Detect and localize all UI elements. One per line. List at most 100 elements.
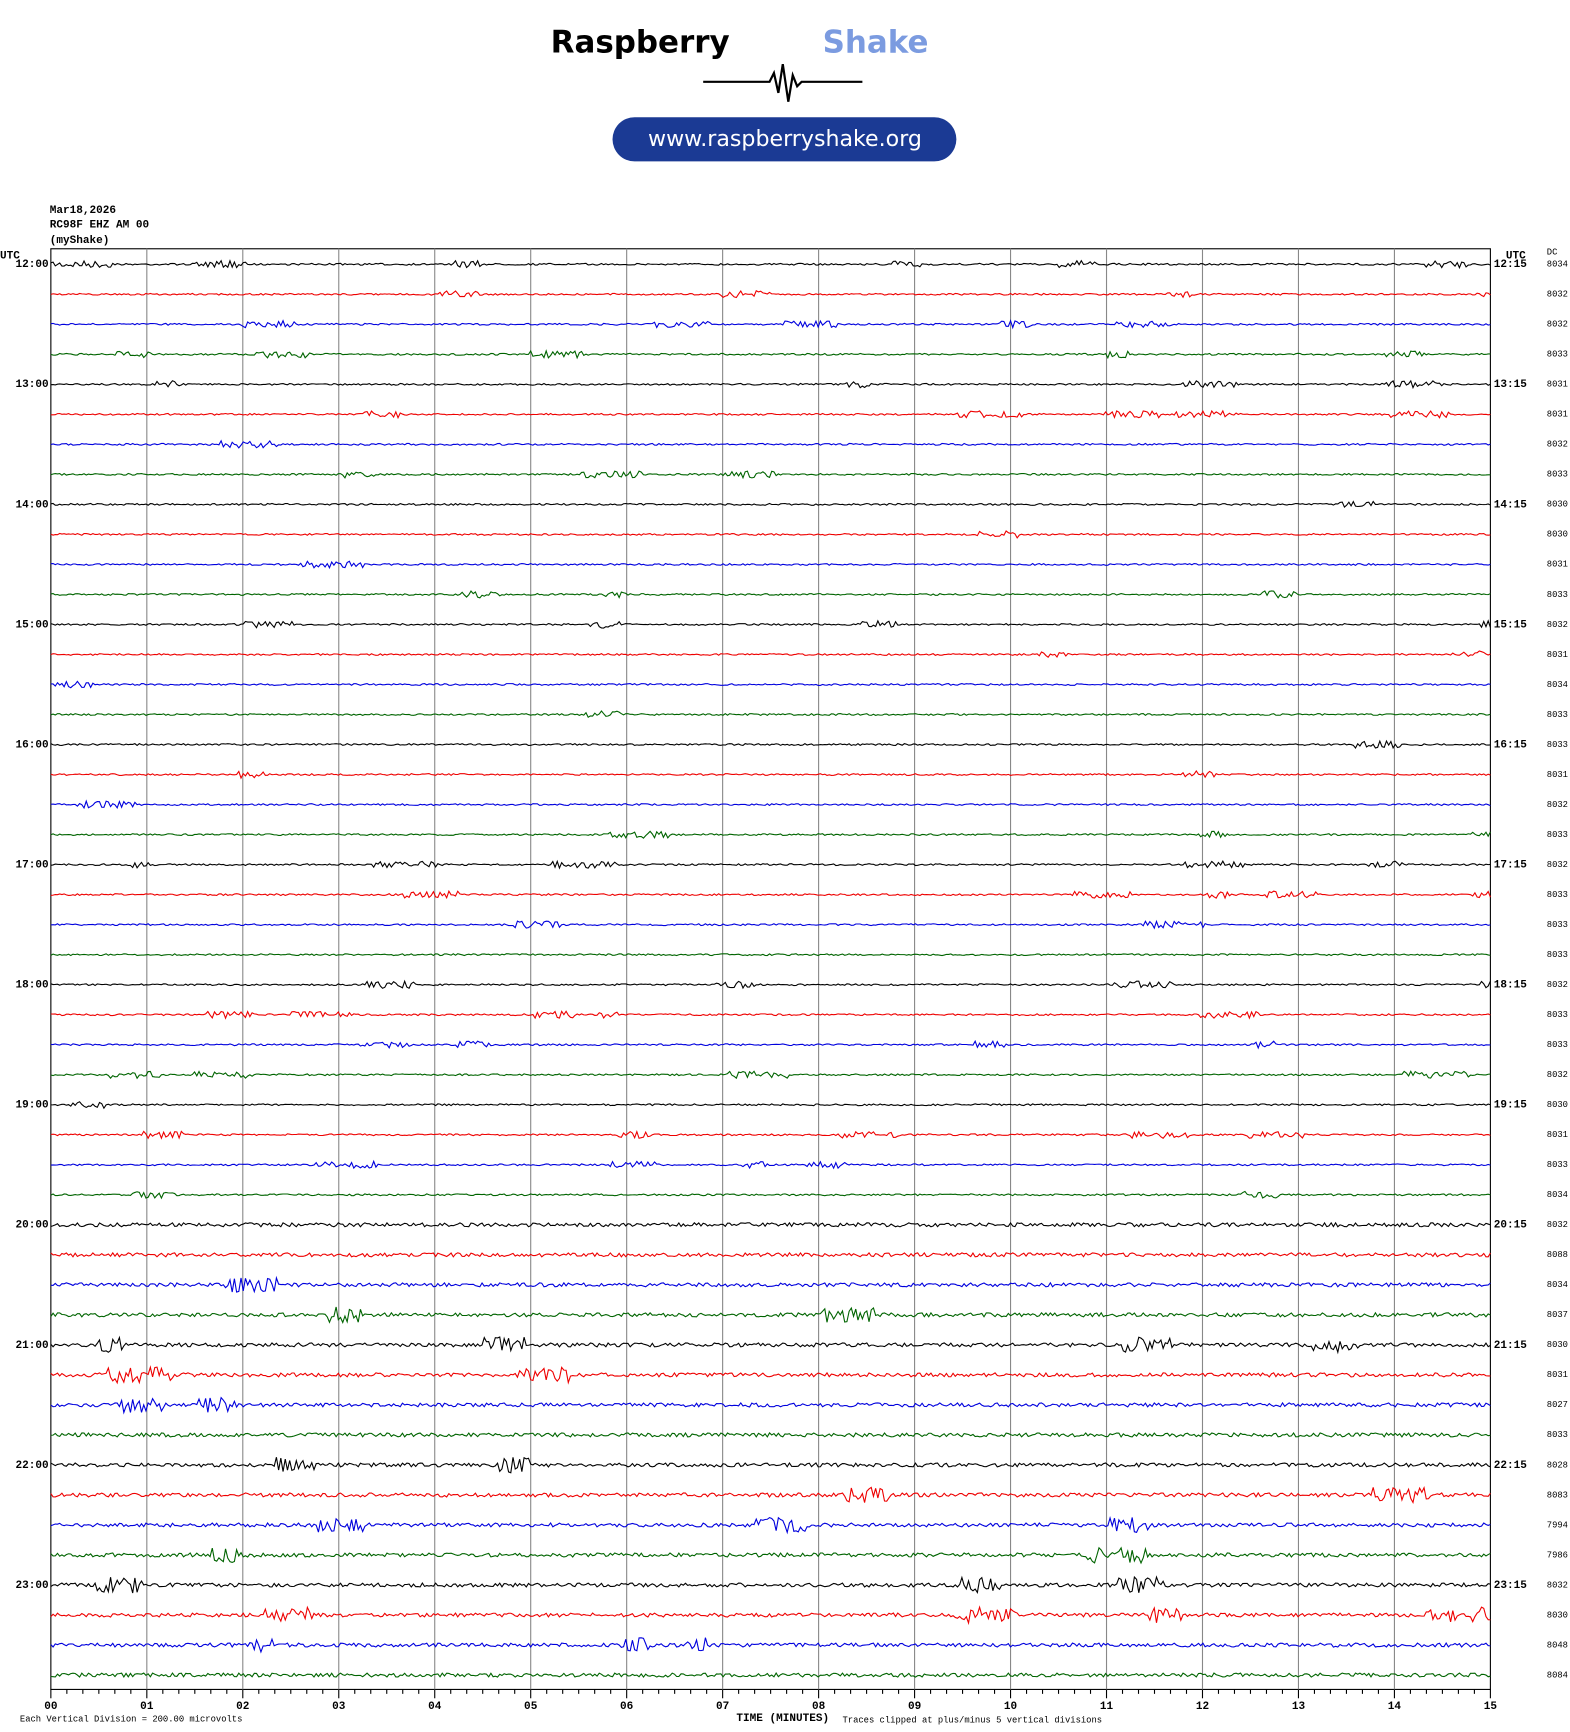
dc-value: 8033 (1547, 470, 1568, 480)
hour-label-right: 20:15 (1494, 1220, 1528, 1232)
dc-value: 8033 (1547, 920, 1568, 930)
trace (50, 1101, 1491, 1110)
trace (50, 470, 1491, 480)
trace (50, 979, 1491, 990)
dc-value: 8048 (1547, 1640, 1568, 1650)
x-label: 10 (1004, 1701, 1017, 1713)
trace (50, 1010, 1491, 1020)
hour-label-left: 23:00 (15, 1580, 48, 1592)
trace (50, 769, 1491, 780)
x-label: 01 (140, 1701, 154, 1713)
dc-value: 8027 (1547, 1400, 1568, 1410)
x-label: 05 (524, 1701, 538, 1713)
dc-value: 8031 (1547, 650, 1568, 660)
trace (50, 500, 1491, 508)
dc-value: 8033 (1547, 350, 1568, 360)
brand: Shake (823, 25, 929, 61)
trace (50, 1159, 1491, 1170)
trace (50, 1456, 1491, 1474)
dc-value: 8034 (1547, 680, 1568, 690)
hour-label-left: 21:00 (15, 1340, 48, 1352)
hour-label-left: 17:00 (15, 860, 48, 872)
trace (50, 379, 1491, 390)
trace (50, 1221, 1491, 1228)
dc-label: DC (1547, 247, 1558, 257)
trace (50, 1575, 1491, 1594)
dc-value: 8032 (1547, 440, 1568, 450)
dc-value: 8030 (1547, 500, 1568, 510)
trace (50, 560, 1491, 570)
dc-value: 8032 (1547, 290, 1568, 300)
hour-label-left: 20:00 (15, 1220, 48, 1232)
trace (50, 1190, 1491, 1200)
dc-value: 7994 (1547, 1520, 1568, 1530)
trace (50, 1431, 1491, 1438)
dc-value: 8084 (1547, 1670, 1568, 1680)
trace (50, 953, 1491, 957)
trace (50, 1486, 1491, 1505)
dc-value: 8032 (1547, 1070, 1568, 1080)
dc-value: 8031 (1547, 770, 1568, 780)
hour-label-left: 13:00 (15, 379, 48, 391)
dc-value: 8033 (1547, 950, 1568, 960)
dc-value: 8033 (1547, 710, 1568, 720)
trace (50, 1070, 1491, 1080)
x-label: 08 (812, 1701, 826, 1713)
trace (50, 889, 1491, 900)
dc-value: 8030 (1547, 530, 1568, 540)
dc-value: 8033 (1547, 590, 1568, 600)
trace (50, 1251, 1491, 1258)
logo-wave (703, 63, 863, 102)
x-label: 06 (620, 1701, 634, 1713)
dc-value: 8028 (1547, 1460, 1568, 1470)
hour-label-left: 12:00 (15, 259, 48, 271)
trace (50, 1129, 1491, 1140)
dc-value: 8033 (1547, 740, 1568, 750)
dc-value: 8033 (1547, 830, 1568, 840)
trace (50, 1637, 1491, 1654)
trace (50, 1275, 1491, 1294)
hour-label-left: 16:00 (15, 739, 48, 751)
x-label: 12 (1196, 1701, 1209, 1713)
x-label: 11 (1100, 1701, 1114, 1713)
utc-right: UTC (1506, 250, 1526, 262)
hour-label-right: 19:15 (1494, 1100, 1528, 1112)
network: (myShake) (50, 235, 110, 247)
dc-value: 8033 (1547, 1160, 1568, 1170)
dc-value: 8033 (1547, 1040, 1568, 1050)
x-label: 13 (1292, 1701, 1306, 1713)
hour-label-right: 22:15 (1494, 1460, 1528, 1472)
hour-label-right: 13:15 (1494, 379, 1528, 391)
x-label: 07 (716, 1701, 729, 1713)
trace (50, 530, 1491, 539)
dc-value: 8031 (1547, 1130, 1568, 1140)
url[interactable]: www.raspberryshake.org (648, 126, 922, 152)
dc-value: 8034 (1547, 1190, 1568, 1200)
dc-value: 8032 (1547, 320, 1568, 330)
trace (50, 289, 1491, 299)
dc-value: 8083 (1547, 1490, 1568, 1500)
hour-label-left: 15:00 (15, 619, 48, 631)
station: RC98F EHZ AM 00 (50, 219, 149, 231)
trace (50, 590, 1491, 599)
x-label: 04 (428, 1701, 442, 1713)
hour-label-left: 19:00 (15, 1100, 48, 1112)
trace (50, 799, 1491, 810)
dc-value: 8034 (1547, 1280, 1568, 1290)
url-pill[interactable] (612, 117, 957, 162)
trace (50, 439, 1491, 449)
x-label: 02 (236, 1701, 249, 1713)
trace (50, 830, 1491, 840)
x-label: 15 (1484, 1701, 1498, 1713)
trace (50, 409, 1491, 420)
trace (50, 319, 1491, 330)
dc-value: 8033 (1547, 1010, 1568, 1020)
hour-label-right: 23:15 (1494, 1580, 1528, 1592)
dc-value: 8032 (1547, 1220, 1568, 1230)
dc-value: 8032 (1547, 980, 1568, 990)
dc-value: 8033 (1547, 890, 1568, 900)
dc-value: 8031 (1547, 380, 1568, 390)
x-label: 14 (1388, 1701, 1402, 1713)
